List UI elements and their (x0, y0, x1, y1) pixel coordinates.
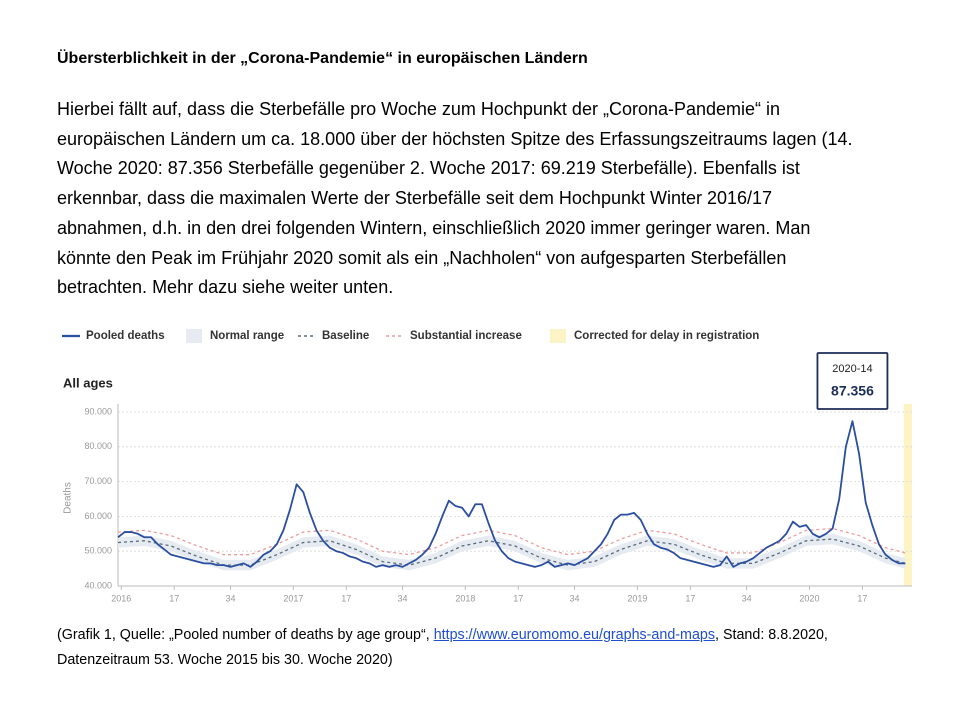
legend-label: Baseline (322, 330, 369, 342)
chart: Pooled deaths Normal range Baseline Substan… (62, 329, 912, 603)
y-tick-label: 90.000 (84, 406, 112, 416)
legend-label: Normal range (210, 330, 284, 342)
legend-label: Substantial increase (410, 330, 522, 342)
y-axis-label: Deaths (63, 482, 74, 514)
caption: (Grafik 1, Quelle: „Pooled number of dea… (57, 623, 828, 673)
x-tick-label: 2019 (627, 593, 647, 603)
annotation-value: 87.356 (831, 383, 874, 399)
x-tick-label: 2018 (455, 593, 475, 603)
legend-label: Corrected for delay in registration (574, 330, 759, 342)
paragraph: Hierbei fällt auf, dass die Sterbefälle … (57, 95, 853, 303)
source-link[interactable]: https://www.euromomo.eu/graphs-and-maps (433, 627, 716, 643)
annotation-label: 2020-14 (832, 363, 872, 375)
y-tick-label: 50.000 (84, 546, 112, 556)
legend-swatch (186, 329, 202, 343)
paragraph-line: Woche 2020: 87.356 Sterbefälle gegenüber… (57, 158, 800, 179)
x-tick-label: 2020 (799, 593, 819, 603)
y-tick-label: 60.000 (84, 511, 112, 521)
legend-label: Pooled deaths (86, 330, 165, 342)
y-tick-label: 80.000 (84, 441, 112, 451)
y-tick-label: 40.000 (84, 580, 112, 590)
caption-line: Datenzeitraum 53. Woche 2015 bis 30. Woc… (57, 652, 393, 668)
data-line (117, 420, 906, 568)
caption-text: (Grafik 1, Quelle: „Pooled number of dea… (57, 627, 434, 643)
x-tick-label: 2016 (111, 593, 131, 603)
caption-text: , Stand: 8.8.2020, (715, 627, 828, 643)
chart-subtitle: All ages (63, 375, 113, 390)
x-tick-label: 17 (513, 593, 523, 603)
paragraph-line: Hierbei fällt auf, dass die Sterbefälle … (57, 99, 781, 119)
heading: Übersterblichkeit in der „Corona-Pandemi… (57, 50, 588, 67)
x-tick-label: 2017 (283, 593, 303, 603)
x-tick-label: 17 (685, 593, 695, 603)
x-tick-label: 17 (341, 593, 351, 603)
x-tick-label: 34 (742, 593, 752, 603)
paragraph-line: erkennbar, dass die maximalen Werte der … (57, 188, 773, 209)
paragraph-line: betrachten. Mehr dazu siehe weiter unten… (57, 277, 394, 298)
x-tick-label: 34 (225, 593, 235, 603)
normal-range (118, 533, 906, 571)
y-tick-label: 70.000 (84, 476, 112, 486)
caption-line: (Grafik 1, Quelle: „Pooled number of dea… (57, 623, 828, 648)
x-tick-label: 34 (570, 593, 580, 603)
x-tick-label: 34 (398, 593, 408, 603)
annotation-box (816, 352, 889, 410)
paragraph-line: könnte den Peak im Frühjahr 2020 somit a… (57, 247, 787, 268)
shaded-region (903, 404, 912, 586)
x-tick-label: 17 (857, 593, 867, 603)
legend-swatch (550, 329, 566, 343)
paragraph-line: europäischen Ländern um ca. 18.000 über … (57, 128, 853, 149)
paragraph-line: abnahmen, d.h. in den drei folgenden Win… (57, 217, 811, 238)
dashed-line (117, 538, 906, 566)
dashed-line (117, 527, 906, 556)
x-tick-label: 17 (169, 593, 179, 603)
